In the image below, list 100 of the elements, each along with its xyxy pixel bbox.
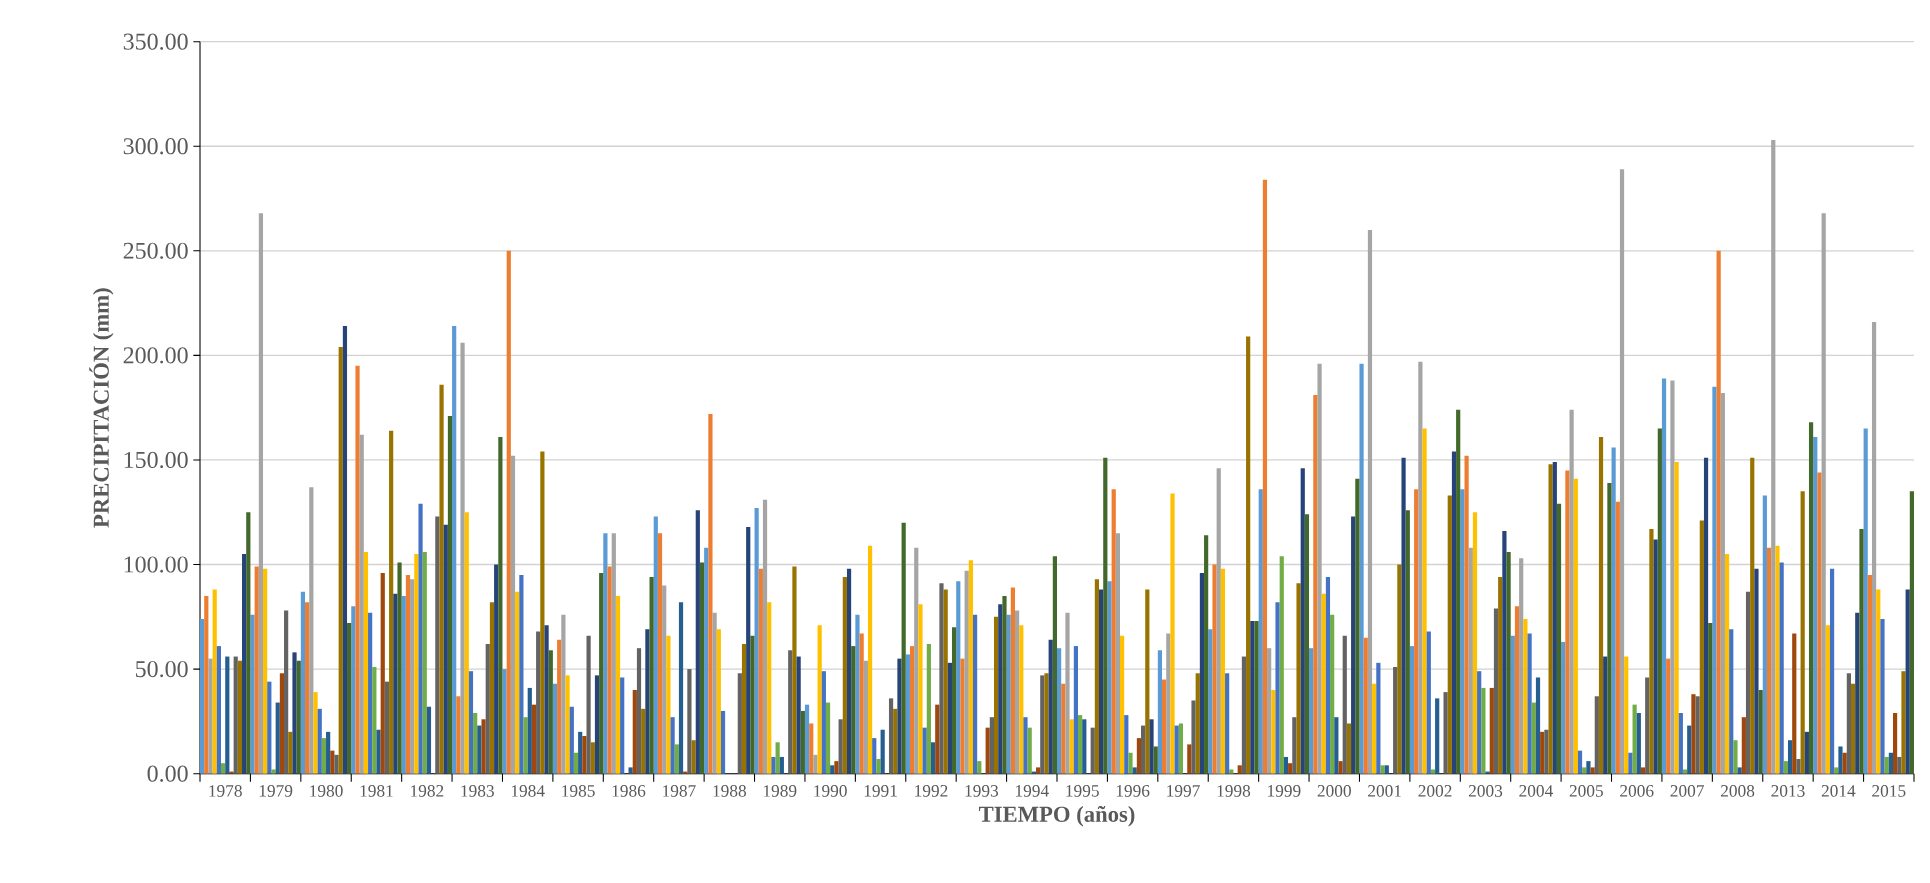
bar xyxy=(1468,547,1473,774)
bar xyxy=(1892,713,1898,774)
bar xyxy=(527,687,532,774)
bar xyxy=(1141,725,1146,774)
bar xyxy=(930,742,936,774)
bar xyxy=(922,727,927,774)
bar xyxy=(254,566,259,774)
bar xyxy=(1342,635,1347,774)
x-tick-label: 2004 xyxy=(1519,785,1553,797)
bar xyxy=(909,646,915,774)
x-tick-label: 2006 xyxy=(1620,785,1654,797)
bar xyxy=(544,625,549,774)
bar xyxy=(1699,520,1704,774)
bar xyxy=(956,581,961,774)
bar xyxy=(1607,482,1612,774)
bar xyxy=(1472,512,1478,774)
bar xyxy=(762,499,768,774)
bar xyxy=(779,756,784,774)
bar xyxy=(355,365,360,774)
bar xyxy=(687,669,692,774)
bar xyxy=(330,750,335,774)
bar xyxy=(1010,587,1015,774)
bar xyxy=(338,347,343,774)
bar xyxy=(498,436,503,774)
bar xyxy=(1124,715,1129,774)
bar xyxy=(1653,539,1658,774)
bar xyxy=(804,704,810,774)
bar xyxy=(578,731,583,774)
bar xyxy=(636,648,642,774)
x-tick-label: 1990 xyxy=(814,785,847,797)
bar xyxy=(540,451,545,774)
bar xyxy=(1712,386,1717,774)
bar xyxy=(1733,740,1738,774)
bar xyxy=(468,671,474,774)
bar xyxy=(977,761,982,774)
bar xyxy=(1048,639,1053,774)
bar xyxy=(1132,767,1137,774)
y-tick-label: 100.00 xyxy=(124,556,188,573)
bar xyxy=(1619,169,1625,774)
bar xyxy=(1443,692,1448,774)
bar xyxy=(347,623,352,774)
bar xyxy=(309,487,314,774)
bar xyxy=(1149,719,1154,774)
bar xyxy=(1145,589,1150,774)
bar xyxy=(1481,687,1486,774)
bar xyxy=(359,434,364,774)
bar xyxy=(1414,489,1419,774)
bar xyxy=(1708,623,1713,774)
bar xyxy=(993,616,999,774)
bar xyxy=(1061,683,1066,774)
bar xyxy=(326,731,331,774)
bar xyxy=(460,342,465,774)
bar xyxy=(1094,579,1100,774)
bar xyxy=(1691,694,1696,774)
bar xyxy=(1376,662,1381,774)
bar xyxy=(200,618,205,774)
bar xyxy=(447,416,453,774)
bar xyxy=(569,706,574,774)
bar xyxy=(1703,457,1709,774)
bar xyxy=(741,644,747,774)
bar xyxy=(1867,574,1872,774)
bar xyxy=(548,650,553,774)
bar xyxy=(1212,564,1217,774)
bar xyxy=(393,593,398,774)
bar xyxy=(1040,675,1045,774)
bar xyxy=(838,719,843,774)
bar xyxy=(1544,729,1549,774)
bar xyxy=(1678,713,1683,774)
bar xyxy=(275,702,280,774)
bar xyxy=(1456,409,1461,774)
x-tick-label: 2002 xyxy=(1418,785,1452,797)
bar xyxy=(796,656,801,774)
bar xyxy=(1313,395,1318,774)
bar xyxy=(397,562,402,774)
bar xyxy=(1775,545,1780,774)
bar xyxy=(1019,625,1024,774)
bar xyxy=(1401,457,1406,774)
bar xyxy=(1531,702,1536,774)
bar xyxy=(1569,409,1574,774)
bar xyxy=(1128,752,1133,774)
bar xyxy=(1225,673,1230,774)
bar xyxy=(565,675,570,774)
bar xyxy=(1157,650,1163,774)
bar xyxy=(1909,491,1914,774)
bar xyxy=(1363,637,1368,774)
bar xyxy=(531,704,537,774)
bar xyxy=(901,522,906,774)
y-tick-label: 200.00 xyxy=(123,347,188,364)
bar xyxy=(1279,556,1284,774)
bar xyxy=(1397,564,1402,774)
bar xyxy=(1052,556,1057,774)
bar xyxy=(1796,759,1801,774)
bar xyxy=(972,614,978,774)
bar xyxy=(1598,436,1604,774)
bar xyxy=(1506,551,1511,774)
x-tick-label: 1992 xyxy=(915,785,948,797)
bar xyxy=(594,675,600,774)
bar xyxy=(263,568,268,774)
bar xyxy=(1586,761,1591,774)
y-tick-label: 50.00 xyxy=(136,660,188,678)
